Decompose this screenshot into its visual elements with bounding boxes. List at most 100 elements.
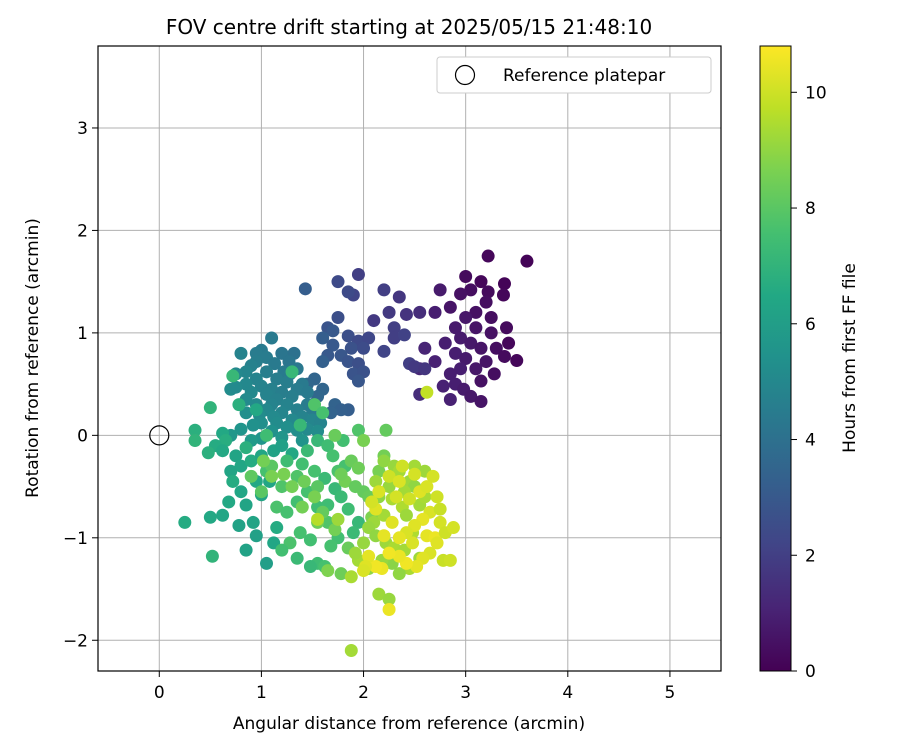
data-point [234,346,248,360]
data-point [479,355,493,369]
data-point [256,454,270,468]
data-point [382,592,396,606]
data-point [249,403,263,417]
data-point [369,559,383,573]
data-point [430,490,444,504]
colorbar-tick-label: 6 [805,315,816,335]
data-point [377,344,391,358]
data-point [275,543,289,557]
data-point [295,500,309,514]
data-point [436,379,450,393]
data-point [201,446,215,460]
data-point [474,275,488,289]
data-point [382,546,396,560]
data-point [413,305,427,319]
data-point [348,546,362,560]
data-point [357,536,371,550]
data-point [454,362,468,376]
data-point [428,305,442,319]
colorbar: 0 2 4 6 8 10 Hours from first FF file [759,45,860,682]
data-point [387,331,401,345]
scatter-points [178,249,534,658]
data-point [285,365,299,379]
data-point [341,502,355,516]
data-point [246,418,260,432]
data-point [382,305,396,319]
y-axis: −2 −1 0 1 2 3 [63,119,98,651]
data-point [246,515,260,529]
data-point [205,549,219,563]
data-point [326,338,340,352]
y-axis-label: Rotation from reference (arcmin) [23,218,43,498]
data-point [331,275,345,289]
data-point [280,454,294,468]
data-point [481,249,495,263]
colorbar-tick-label: 2 [805,546,816,566]
data-point [308,464,322,478]
data-point [331,311,345,325]
data-point [426,469,440,483]
data-point [188,433,202,447]
data-point [328,428,342,442]
data-point [270,500,284,514]
data-point [334,403,348,417]
data-point [410,559,424,573]
legend-marker [454,64,476,86]
colorbar-gradient [759,45,792,672]
data-point [226,369,240,383]
data-point [203,401,217,415]
data-point [367,314,381,328]
data-point [377,283,391,297]
x-tick-label: 4 [562,683,573,703]
y-tick-label: −2 [63,631,88,651]
data-point [408,467,422,481]
x-tick-label: 3 [460,683,471,703]
data-point [369,474,383,488]
data-point [357,433,371,447]
colorbar-tick-label: 10 [805,83,827,103]
data-point [346,526,360,540]
data-point [487,367,501,381]
data-point [326,449,340,463]
data-point [268,357,282,371]
data-point [464,389,478,403]
data-point [372,587,386,601]
data-point [481,285,495,299]
data-point [459,270,473,284]
data-point [300,444,314,458]
data-point [222,495,236,509]
data-point [382,603,396,617]
x-axis-label: Angular distance from reference (arcmin) [233,714,585,734]
data-point [280,375,294,389]
data-point [270,372,284,386]
x-axis: 0 1 2 3 4 5 [154,671,675,703]
data-point [474,395,488,409]
data-point [397,328,411,342]
data-point [385,515,399,529]
data-point [239,543,253,557]
colorbar-ticks: 0 2 4 6 8 10 [791,83,827,682]
y-tick-label: 3 [77,119,88,139]
data-point [377,454,391,468]
data-point [188,423,202,437]
data-point [311,424,325,438]
x-tick-label: 5 [665,683,676,703]
data-point [351,515,365,529]
y-tick-label: 1 [77,324,88,344]
data-point [260,556,274,570]
data-point [395,459,409,473]
data-point [303,533,317,547]
data-point [469,305,483,319]
data-point [389,490,403,504]
legend-box [436,56,712,94]
colorbar-label: Hours from first FF file [840,263,860,453]
data-point [464,336,478,350]
data-point [510,354,524,368]
data-point [311,512,325,526]
data-point [433,502,447,516]
data-point [484,311,498,325]
data-point [311,433,325,447]
data-point [443,553,457,567]
data-point [224,464,238,478]
data-point [454,287,468,301]
